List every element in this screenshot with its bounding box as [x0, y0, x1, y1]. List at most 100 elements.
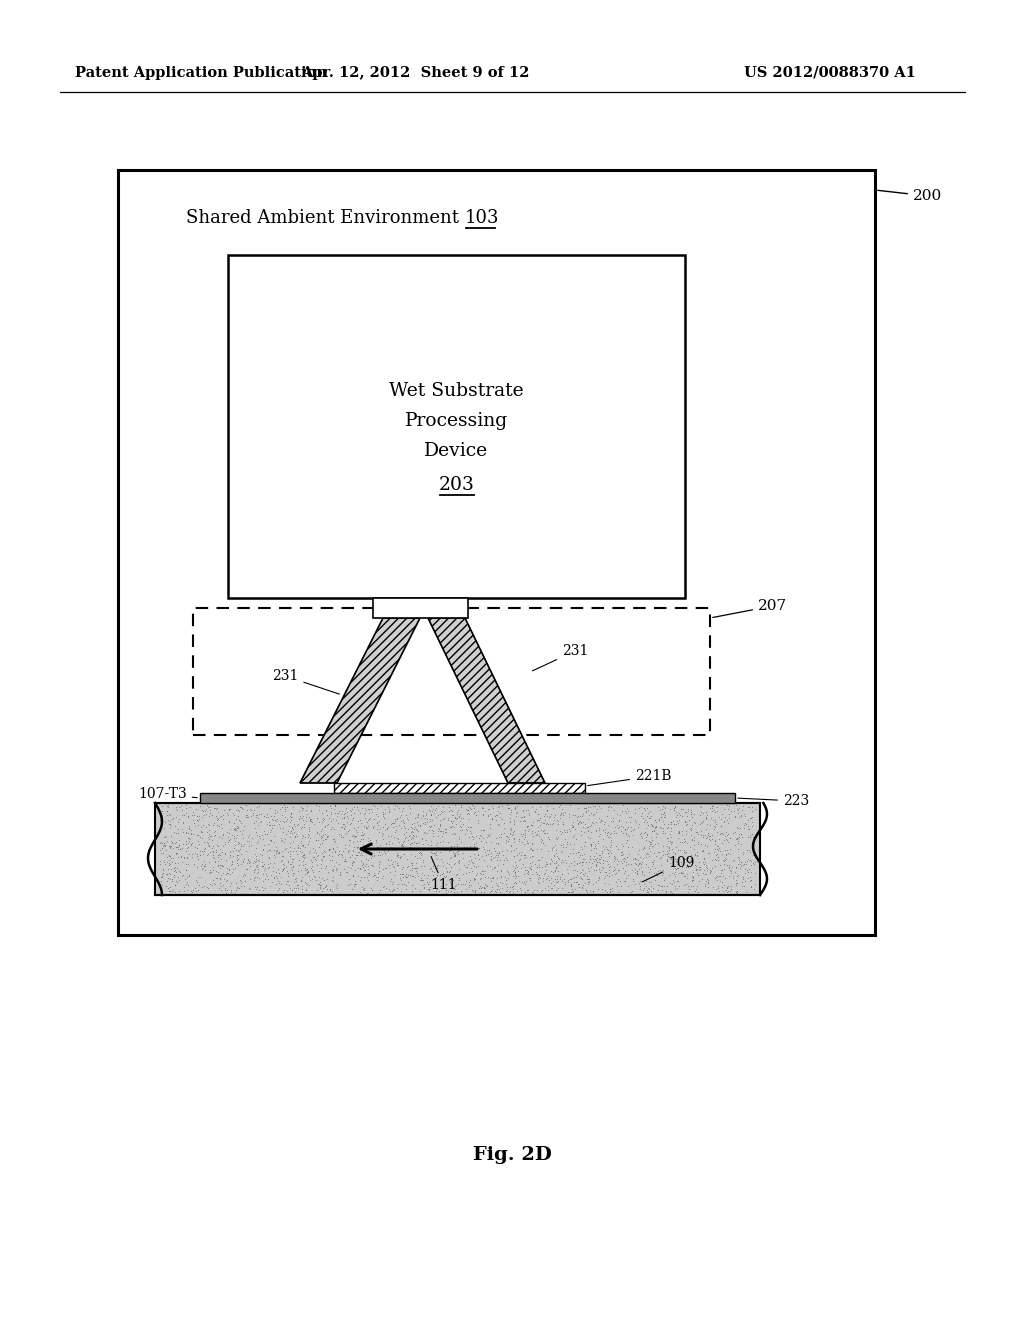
Point: [618, 867, 635, 888]
Point: [640, 803, 656, 824]
Point: [384, 855, 400, 876]
Point: [163, 825, 179, 846]
Text: Fig. 2D: Fig. 2D: [472, 1146, 552, 1164]
Point: [288, 871, 304, 892]
Point: [671, 862, 687, 883]
Point: [298, 862, 314, 883]
Point: [657, 797, 674, 818]
Point: [507, 862, 523, 883]
Point: [399, 866, 416, 887]
Point: [166, 857, 182, 878]
Point: [709, 843, 725, 865]
Text: 103: 103: [465, 209, 500, 227]
Point: [296, 816, 312, 837]
Point: [677, 810, 693, 832]
Point: [485, 855, 502, 876]
Point: [428, 878, 444, 899]
Point: [524, 820, 541, 841]
Point: [665, 862, 681, 883]
Point: [295, 825, 311, 846]
Point: [313, 821, 330, 842]
Point: [385, 851, 401, 873]
Point: [386, 799, 402, 820]
Point: [184, 833, 201, 854]
Point: [288, 867, 304, 888]
Point: [678, 874, 694, 895]
Point: [427, 841, 443, 862]
Point: [421, 880, 437, 902]
Point: [742, 826, 759, 847]
Point: [688, 859, 705, 880]
Point: [426, 842, 442, 863]
Point: [687, 880, 703, 902]
Point: [513, 824, 529, 845]
Point: [251, 879, 267, 900]
Point: [236, 799, 252, 820]
Point: [168, 832, 184, 853]
Point: [240, 830, 256, 851]
Point: [227, 873, 244, 894]
Point: [248, 879, 264, 900]
Point: [643, 875, 659, 896]
Point: [327, 841, 343, 862]
Point: [572, 862, 589, 883]
Point: [169, 799, 185, 820]
Point: [680, 799, 696, 820]
Point: [216, 800, 232, 821]
Point: [294, 808, 310, 829]
Point: [334, 846, 350, 867]
Point: [531, 857, 548, 878]
Point: [302, 800, 318, 821]
Point: [575, 821, 592, 842]
Point: [539, 851, 555, 873]
Point: [415, 869, 431, 890]
Point: [501, 797, 517, 818]
Point: [239, 800, 255, 821]
Point: [361, 799, 378, 820]
Point: [188, 843, 205, 865]
Point: [248, 866, 264, 887]
Point: [489, 796, 506, 817]
Point: [172, 838, 188, 859]
Point: [324, 846, 340, 867]
Point: [505, 875, 521, 896]
Point: [511, 842, 527, 863]
Point: [402, 843, 419, 865]
Point: [505, 859, 521, 880]
Point: [709, 866, 725, 887]
Point: [353, 867, 370, 888]
Point: [364, 880, 380, 902]
Point: [591, 845, 607, 866]
Point: [221, 875, 238, 896]
Point: [569, 805, 586, 826]
Point: [307, 840, 324, 861]
Point: [292, 841, 308, 862]
Point: [742, 854, 759, 875]
Point: [541, 870, 557, 891]
Point: [713, 808, 729, 829]
Point: [284, 804, 300, 825]
Point: [565, 880, 582, 902]
Point: [381, 871, 397, 892]
Point: [354, 854, 371, 875]
Point: [396, 866, 413, 887]
Point: [290, 874, 306, 895]
Point: [493, 824, 509, 845]
Point: [222, 845, 239, 866]
Point: [234, 820, 251, 841]
Point: [688, 878, 705, 899]
Point: [637, 800, 653, 821]
Point: [710, 846, 726, 867]
Point: [401, 833, 418, 854]
Point: [559, 833, 575, 854]
Point: [639, 805, 655, 826]
Point: [577, 873, 593, 894]
Point: [549, 866, 565, 887]
Point: [470, 813, 486, 834]
Point: [255, 871, 271, 892]
Point: [447, 874, 464, 895]
Point: [582, 880, 598, 902]
Point: [228, 849, 245, 870]
Point: [395, 836, 412, 857]
Point: [345, 850, 361, 871]
